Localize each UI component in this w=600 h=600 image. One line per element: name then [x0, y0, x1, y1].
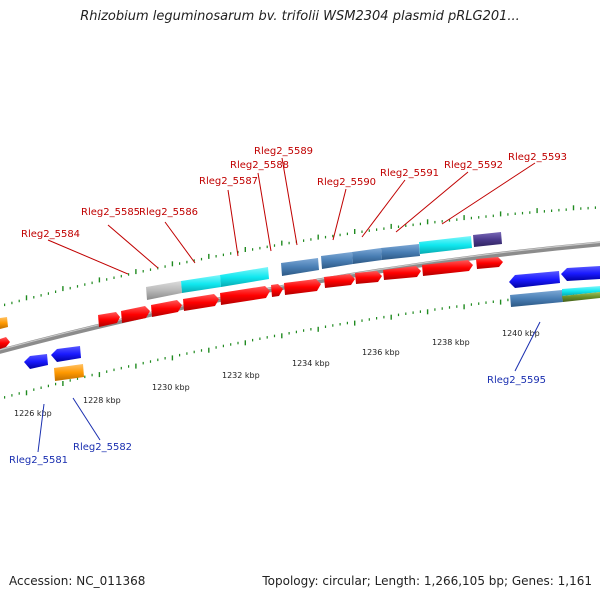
tick-label-1226: 1226 kbp	[14, 409, 52, 418]
forward-tick-track	[3, 205, 597, 307]
cog-box-cyan[interactable]	[562, 286, 600, 296]
cds-arrow[interactable]	[271, 284, 283, 297]
gene-label-rleg2-5593[interactable]: Rleg2_5593	[508, 152, 567, 163]
leader-line	[72, 397, 101, 441]
accession-label: Accession: NC_011368	[9, 574, 146, 588]
cds-arrow[interactable]	[98, 312, 120, 327]
cog-box-orange[interactable]	[54, 364, 84, 381]
cog-box-orange[interactable]	[0, 317, 8, 329]
cds-arrow[interactable]	[324, 274, 355, 288]
cds-reverse-track	[24, 266, 600, 369]
gene-label-rleg2-5590[interactable]: Rleg2_5590	[317, 177, 376, 188]
leader-line	[47, 239, 129, 275]
cds-arrow[interactable]	[121, 306, 150, 323]
leader-line	[281, 157, 298, 246]
cog-box-purple[interactable]	[473, 232, 502, 247]
genome-summary: Topology: circular; Length: 1,266,105 bp…	[262, 574, 592, 588]
cds-arrow[interactable]	[509, 271, 560, 288]
tick-label-1238: 1238 kbp	[432, 338, 470, 347]
cog-box-cyan[interactable]	[220, 267, 269, 287]
cog-box-cyan[interactable]	[181, 275, 221, 293]
leader-line	[361, 179, 406, 238]
cds-arrow[interactable]	[183, 294, 219, 311]
leader-line	[395, 171, 469, 233]
map-title: Rhizobium leguminosarum bv. trifolii WSM…	[80, 9, 520, 24]
cds-forward-track	[0, 257, 503, 349]
cds-arrow[interactable]	[284, 279, 321, 295]
cds-arrow[interactable]	[355, 271, 382, 284]
cog-box-olive[interactable]	[562, 292, 600, 302]
tick-label-1230: 1230 kbp	[152, 383, 190, 392]
cog-box-steel[interactable]	[510, 290, 563, 307]
gene-label-rleg2-5582[interactable]: Rleg2_5582	[73, 442, 132, 453]
tick-label-1228: 1228 kbp	[83, 396, 121, 405]
gene-label-rleg2-5588[interactable]: Rleg2_5588	[230, 160, 289, 171]
cds-arrow[interactable]	[422, 260, 473, 276]
cds-arrow[interactable]	[24, 354, 48, 369]
cds-arrow[interactable]	[220, 286, 270, 305]
leader-line	[107, 224, 159, 269]
tick-label-1232: 1232 kbp	[222, 371, 260, 380]
gene-label-rleg2-5591[interactable]: Rleg2_5591	[380, 168, 439, 179]
gene-label-rleg2-5585[interactable]: Rleg2_5585	[81, 207, 140, 218]
leader-line	[37, 403, 45, 453]
cog-box-steel[interactable]	[321, 252, 353, 269]
cog-reverse-track	[0, 286, 600, 381]
leader-line	[227, 189, 239, 257]
gene-label-rleg2-5581[interactable]: Rleg2_5581	[9, 455, 68, 466]
cds-arrow[interactable]	[476, 257, 503, 269]
tick-label-1234: 1234 kbp	[292, 359, 330, 368]
gene-label-rleg2-5586[interactable]: Rleg2_5586	[139, 207, 198, 218]
gene-label-rleg2-5587[interactable]: Rleg2_5587	[199, 176, 258, 187]
cds-arrow[interactable]	[51, 346, 81, 362]
cog-box-steel[interactable]	[381, 244, 420, 260]
reverse-tick-track	[3, 289, 597, 399]
cog-forward-track	[146, 232, 502, 300]
label-leaders	[37, 157, 541, 453]
cds-arrow[interactable]	[561, 266, 600, 281]
tick-label-1236: 1236 kbp	[362, 348, 400, 357]
gene-label-rleg2-5584[interactable]: Rleg2_5584	[21, 229, 80, 240]
leader-line	[332, 188, 347, 241]
cog-box-cyan[interactable]	[419, 236, 472, 254]
gene-label-rleg2-5589[interactable]: Rleg2_5589	[254, 146, 313, 157]
leader-line	[257, 172, 272, 252]
gene-label-rleg2-5592[interactable]: Rleg2_5592	[444, 160, 503, 171]
leader-line	[164, 221, 196, 264]
leader-line	[441, 162, 536, 225]
cog-box-gray[interactable]	[146, 281, 182, 300]
cds-arrow[interactable]	[0, 337, 10, 349]
gene-label-rleg2-5595[interactable]: Rleg2_5595	[487, 375, 546, 386]
cog-box-steel[interactable]	[352, 248, 382, 264]
cog-box-steel[interactable]	[281, 258, 319, 276]
cds-arrow[interactable]	[383, 266, 421, 280]
leader-line	[514, 321, 541, 372]
tick-label-1240: 1240 kbp	[502, 329, 540, 338]
cds-arrow[interactable]	[151, 300, 182, 317]
